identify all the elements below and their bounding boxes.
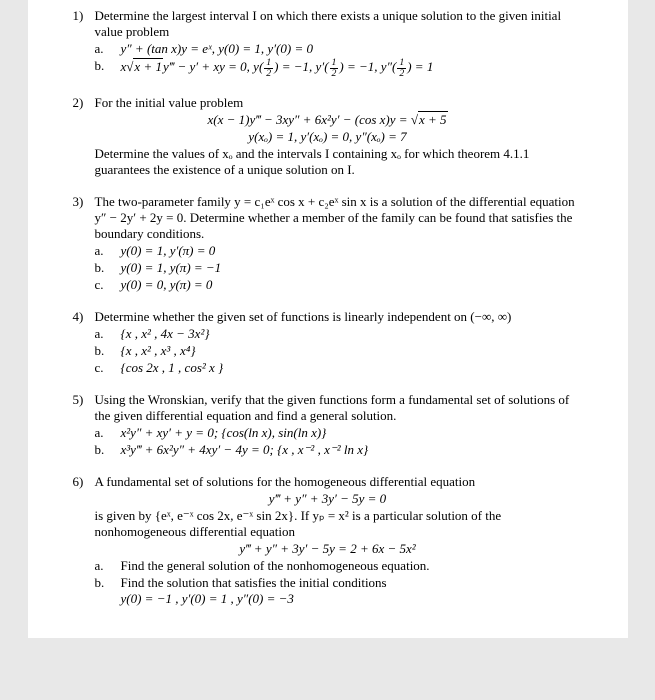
- eq-part: = −1, y′: [279, 59, 325, 74]
- sub-content: Find the solution that satisfies the ini…: [121, 575, 583, 591]
- sub-content: y(0) = 0, y(π) = 0: [121, 277, 583, 293]
- problem-number: 2): [73, 95, 95, 111]
- eq-part: y‴ − y′ + xy = 0, y: [163, 59, 259, 74]
- problem-text: The two-parameter family y = c₁eˣ cos x …: [95, 194, 583, 242]
- sqrt-arg: x + 5: [418, 111, 448, 127]
- eq-part: = −1, y″: [344, 59, 392, 74]
- sub-a: a. Find the general solution of the nonh…: [95, 558, 583, 574]
- sub-label: b.: [95, 575, 121, 591]
- sub-a: a. y″ + (tan x)y = eˣ, y(0) = 1, y′(0) =…: [95, 41, 583, 57]
- sub-b: b. y(0) = 1, y(π) = −1: [95, 260, 583, 276]
- sub-content: Find the general solution of the nonhomo…: [121, 558, 583, 574]
- problem-header: 6) A fundamental set of solutions for th…: [73, 474, 583, 490]
- sub-label: c.: [95, 360, 121, 376]
- sub-b: b. x³y‴ + 6x²y″ + 4xy′ − 4y = 0; {x , x⁻…: [95, 442, 583, 458]
- problem-4: 4) Determine whether the given set of fu…: [73, 309, 583, 376]
- sub-content: xx + 1y‴ − y′ + xy = 0, y(12) = −1, y′(1…: [121, 58, 583, 79]
- fraction: 12: [397, 58, 406, 79]
- sub-content: {cos 2x , 1 , cos² x }: [121, 360, 583, 376]
- problem-header: 2) For the initial value problem: [73, 95, 583, 111]
- problem-5: 5) Using the Wronskian, verify that the …: [73, 392, 583, 458]
- problem-number: 4): [73, 309, 95, 325]
- problem-header: 3) The two-parameter family y = c₁eˣ cos…: [73, 194, 583, 242]
- problem-1: 1) Determine the largest interval I on w…: [73, 8, 583, 79]
- problem-2: 2) For the initial value problem x(x − 1…: [73, 95, 583, 178]
- equation: y(xₒ) = 1, y′(xₒ) = 0, y″(xₒ) = 7: [73, 129, 583, 145]
- sqrt-arg: x + 1: [133, 58, 163, 74]
- equation: x(x − 1)y‴ − 3xy″ + 6x²y′ − (cos x)y = x…: [73, 112, 583, 128]
- sub-content: y(0) = 1, y(π) = −1: [121, 260, 583, 276]
- sub-content: y″ + (tan x)y = eˣ, y(0) = 1, y′(0) = 0: [121, 41, 583, 57]
- sub-label: b.: [95, 58, 121, 79]
- equation: y‴ + y″ + 3y′ − 5y = 0: [73, 491, 583, 507]
- problem-number: 5): [73, 392, 95, 408]
- fraction: 12: [330, 58, 339, 79]
- fraction: 12: [264, 58, 273, 79]
- sub-a: a. {x , x² , 4x − 3x²}: [95, 326, 583, 342]
- sub-label: b.: [95, 442, 121, 458]
- sub-label: a.: [95, 558, 121, 574]
- sub-a: a. x²y″ + xy′ + y = 0; {cos(ln x), sin(l…: [95, 425, 583, 441]
- sub-content: x²y″ + xy′ + y = 0; {cos(ln x), sin(ln x…: [121, 425, 583, 441]
- problem-text: is given by {eˣ, e⁻ˣ cos 2x, e⁻ˣ sin 2x}…: [95, 508, 583, 540]
- sub-b: b. {x , x² , x³ , x⁴}: [95, 343, 583, 359]
- sqrt-icon: x + 1: [126, 59, 163, 75]
- sub-label: c.: [95, 277, 121, 293]
- sub-label: a.: [95, 41, 121, 57]
- sub-content: {x , x² , x³ , x⁴}: [121, 343, 583, 359]
- problem-text: Determine the largest interval I on whic…: [95, 8, 583, 40]
- page: 1) Determine the largest interval I on w…: [28, 0, 628, 638]
- sub-content: y(0) = 1, y′(π) = 0: [121, 243, 583, 259]
- problem-number: 6): [73, 474, 95, 490]
- problem-3: 3) The two-parameter family y = c₁eˣ cos…: [73, 194, 583, 293]
- equation: y(0) = −1 , y′(0) = 1 , y″(0) = −3: [121, 591, 583, 607]
- problem-text: Determine the values of xₒ and the inter…: [95, 146, 583, 178]
- sub-b: b. Find the solution that satisfies the …: [95, 575, 583, 591]
- problem-header: 4) Determine whether the given set of fu…: [73, 309, 583, 325]
- sub-label: b.: [95, 260, 121, 276]
- sub-a: a. y(0) = 1, y′(π) = 0: [95, 243, 583, 259]
- sqrt-icon: x + 5: [411, 112, 448, 128]
- problem-number: 3): [73, 194, 95, 210]
- problem-text: Using the Wronskian, verify that the giv…: [95, 392, 583, 424]
- sub-c: c. y(0) = 0, y(π) = 0: [95, 277, 583, 293]
- sub-content: {x , x² , 4x − 3x²}: [121, 326, 583, 342]
- equation: y‴ + y″ + 3y′ − 5y = 2 + 6x − 5x²: [73, 541, 583, 557]
- sub-b: b. xx + 1y‴ − y′ + xy = 0, y(12) = −1, y…: [95, 58, 583, 79]
- sub-label: a.: [95, 326, 121, 342]
- problem-text: Determine whether the given set of funct…: [95, 309, 583, 325]
- eq-part: x(x − 1)y‴ − 3xy″ + 6x²y′ − (cos x)y =: [208, 112, 411, 127]
- problem-text: For the initial value problem: [95, 95, 583, 111]
- problem-header: 5) Using the Wronskian, verify that the …: [73, 392, 583, 424]
- sub-label: b.: [95, 343, 121, 359]
- problem-6: 6) A fundamental set of solutions for th…: [73, 474, 583, 607]
- problem-header: 1) Determine the largest interval I on w…: [73, 8, 583, 40]
- sub-content: x³y‴ + 6x²y″ + 4xy′ − 4y = 0; {x , x⁻² ,…: [121, 442, 583, 458]
- sub-label: a.: [95, 243, 121, 259]
- eq-part: = 1: [412, 59, 434, 74]
- sub-c: c. {cos 2x , 1 , cos² x }: [95, 360, 583, 376]
- problem-number: 1): [73, 8, 95, 24]
- problem-text: A fundamental set of solutions for the h…: [95, 474, 583, 490]
- sub-label: a.: [95, 425, 121, 441]
